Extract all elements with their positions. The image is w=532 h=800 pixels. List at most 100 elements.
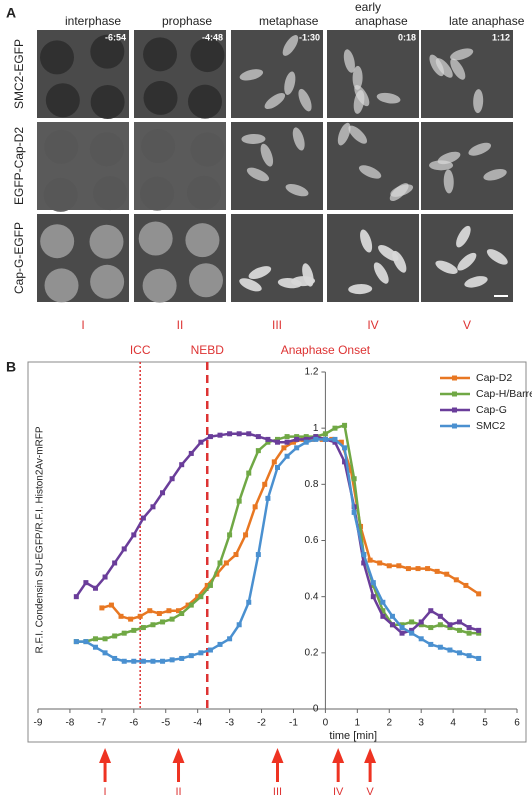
y-tick-label: 0.4 xyxy=(304,591,318,602)
data-point xyxy=(415,566,421,572)
data-point xyxy=(140,625,146,631)
data-point xyxy=(342,422,348,428)
data-point xyxy=(437,644,443,650)
x-tick-label: 6 xyxy=(514,718,520,729)
timestamp: -1:30 xyxy=(299,32,320,42)
event-label: Anaphase Onset xyxy=(281,343,371,357)
row-label: SMC2-EGFP xyxy=(12,39,26,109)
stage-arrow xyxy=(99,748,112,782)
data-point xyxy=(140,515,146,521)
data-point xyxy=(367,557,373,563)
chromosomes xyxy=(389,183,409,202)
nucleus xyxy=(90,85,125,120)
x-tick-label: -6 xyxy=(129,718,138,729)
nucleus xyxy=(44,268,79,303)
timestamp: -6:54 xyxy=(105,32,126,42)
data-point xyxy=(236,431,242,437)
chromosomes xyxy=(464,276,488,288)
x-tick-label: -9 xyxy=(34,718,43,729)
nucleus xyxy=(44,129,79,164)
data-point xyxy=(457,650,463,656)
chromosomes xyxy=(343,49,355,73)
data-point xyxy=(255,552,261,558)
data-point xyxy=(243,532,249,538)
column-header: prophase xyxy=(162,14,212,28)
x-tick-label: 5 xyxy=(482,718,488,729)
data-point xyxy=(294,436,300,442)
y-tick-label: 0.6 xyxy=(304,535,318,546)
data-point xyxy=(351,509,357,515)
data-point xyxy=(418,619,424,625)
data-point xyxy=(188,602,194,608)
chromosomes xyxy=(429,160,454,171)
data-point xyxy=(361,552,367,558)
data-point xyxy=(476,591,482,597)
stage-label: II xyxy=(177,318,184,332)
data-point xyxy=(246,599,252,605)
chromosomes xyxy=(457,252,477,271)
data-point xyxy=(466,625,472,631)
y-tick-label: 1 xyxy=(313,423,319,434)
data-point xyxy=(255,448,261,454)
column-header: metaphase xyxy=(259,14,319,28)
data-point xyxy=(447,625,453,631)
stage-arrow-label: III xyxy=(273,786,282,798)
micrograph xyxy=(327,30,419,118)
data-point xyxy=(131,658,137,664)
data-point xyxy=(275,436,280,442)
chromosomes xyxy=(298,88,312,112)
data-point xyxy=(399,625,405,631)
x-tick-label: 1 xyxy=(355,718,361,729)
chromosomes xyxy=(352,65,363,90)
data-point xyxy=(176,608,182,614)
y-tick-label: 0 xyxy=(313,704,319,715)
event-label: ICC xyxy=(130,343,151,357)
data-point xyxy=(284,453,290,459)
data-point xyxy=(447,647,453,653)
data-point xyxy=(179,462,185,468)
row-label: EGFP-Cap-D2 xyxy=(12,127,26,205)
stage-arrow-label: II xyxy=(175,786,181,798)
nucleus xyxy=(142,268,177,303)
data-point xyxy=(198,594,204,600)
chromosomes xyxy=(443,169,454,194)
data-point xyxy=(92,585,98,591)
x-tick-label: -3 xyxy=(225,718,234,729)
chart-frame xyxy=(27,361,527,743)
x-tick-label: -1 xyxy=(289,718,298,729)
data-point xyxy=(112,560,118,566)
data-point xyxy=(380,599,386,605)
data-point xyxy=(284,434,290,440)
legend-marker xyxy=(452,391,457,397)
chromosomes xyxy=(337,122,351,146)
x-tick-label: 0 xyxy=(323,718,329,729)
x-tick-label: 4 xyxy=(450,718,456,729)
data-point xyxy=(370,580,376,586)
timestamp: -4:48 xyxy=(202,32,223,42)
nucleus xyxy=(187,175,222,210)
data-point xyxy=(227,636,233,642)
data-point xyxy=(399,630,405,636)
stage-arrow xyxy=(271,748,284,782)
data-point xyxy=(418,636,424,642)
chromosomes xyxy=(260,143,274,167)
data-point xyxy=(128,616,134,622)
data-point xyxy=(377,560,383,566)
data-point xyxy=(131,627,137,633)
data-point xyxy=(83,580,89,586)
chromosomes xyxy=(239,278,262,292)
chromosomes xyxy=(284,71,296,95)
chromosomes xyxy=(292,127,305,151)
chromosomes xyxy=(473,89,484,114)
data-point xyxy=(236,622,242,628)
stage-label: I xyxy=(81,318,84,332)
x-tick-label: -4 xyxy=(193,718,202,729)
row-label: Cap-G-EGFP xyxy=(12,222,26,294)
chromosomes xyxy=(285,184,309,197)
data-point xyxy=(198,650,204,656)
y-tick-label: 0.2 xyxy=(304,647,318,658)
data-point xyxy=(92,644,98,650)
data-point xyxy=(108,602,114,608)
data-point xyxy=(99,605,105,611)
nucleus xyxy=(190,38,225,73)
